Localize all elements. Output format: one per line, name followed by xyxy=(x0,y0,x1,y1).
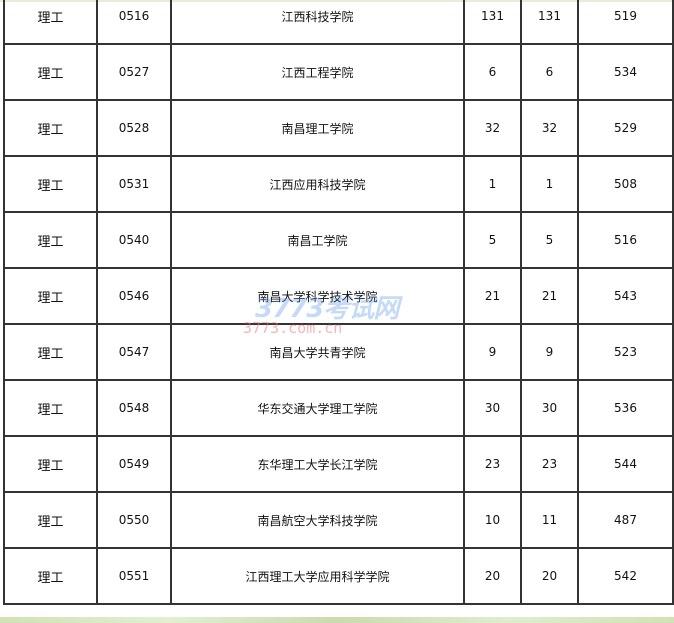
cell-planned: 1 xyxy=(463,155,522,213)
table-row: 理工 0527 江西工程学院 6 6 534 xyxy=(3,43,674,101)
cell-category: 理工 xyxy=(3,211,98,269)
cell-school: 东华理工大学长江学院 xyxy=(170,435,465,493)
cell-category: 理工 xyxy=(3,323,98,381)
cell-planned: 32 xyxy=(463,99,522,157)
table-row: 理工 0550 南昌航空大学科技学院 10 11 487 xyxy=(3,491,674,549)
cell-min-score: 516 xyxy=(577,211,674,269)
cell-planned: 9 xyxy=(463,323,522,381)
cell-school: 南昌大学共青学院 xyxy=(170,323,465,381)
table-row: 理工 0548 华东交通大学理工学院 30 30 536 xyxy=(3,379,674,437)
cell-admitted: 131 xyxy=(520,0,579,45)
table-row: 理工 0549 东华理工大学长江学院 23 23 544 xyxy=(3,435,674,493)
cell-planned: 131 xyxy=(463,0,522,45)
cell-school: 南昌大学科学技术学院 xyxy=(170,267,465,325)
cell-admitted: 32 xyxy=(520,99,579,157)
table-row: 理工 0531 江西应用科技学院 1 1 508 xyxy=(3,155,674,213)
table-row: 理工 0528 南昌理工学院 32 32 529 xyxy=(3,99,674,157)
cell-min-score: 543 xyxy=(577,267,674,325)
cell-admitted: 11 xyxy=(520,491,579,549)
cell-min-score: 508 xyxy=(577,155,674,213)
cell-admitted: 23 xyxy=(520,435,579,493)
cell-admitted: 6 xyxy=(520,43,579,101)
cell-admitted: 1 xyxy=(520,155,579,213)
bottom-strip xyxy=(0,617,674,623)
cell-admitted: 21 xyxy=(520,267,579,325)
cell-min-score: 544 xyxy=(577,435,674,493)
cell-min-score: 542 xyxy=(577,547,674,605)
cell-code: 0550 xyxy=(96,491,172,549)
cell-school: 江西应用科技学院 xyxy=(170,155,465,213)
cell-min-score: 519 xyxy=(577,0,674,45)
cell-planned: 5 xyxy=(463,211,522,269)
cell-code: 0551 xyxy=(96,547,172,605)
cell-planned: 21 xyxy=(463,267,522,325)
cell-category: 理工 xyxy=(3,0,98,45)
cell-min-score: 529 xyxy=(577,99,674,157)
table-row: 理工 0540 南昌工学院 5 5 516 xyxy=(3,211,674,269)
table-row: 理工 0546 南昌大学科学技术学院 21 21 543 xyxy=(3,267,674,325)
cell-category: 理工 xyxy=(3,43,98,101)
cell-planned: 30 xyxy=(463,379,522,437)
table-row: 理工 0551 江西理工大学应用科学学院 20 20 542 xyxy=(3,547,674,605)
cell-school: 南昌航空大学科技学院 xyxy=(170,491,465,549)
cell-code: 0540 xyxy=(96,211,172,269)
cell-min-score: 536 xyxy=(577,379,674,437)
cell-code: 0548 xyxy=(96,379,172,437)
cell-code: 0531 xyxy=(96,155,172,213)
cell-planned: 6 xyxy=(463,43,522,101)
cell-school: 江西科技学院 xyxy=(170,0,465,45)
cell-category: 理工 xyxy=(3,547,98,605)
cell-school: 南昌理工学院 xyxy=(170,99,465,157)
cell-admitted: 9 xyxy=(520,323,579,381)
cell-min-score: 523 xyxy=(577,323,674,381)
cell-code: 0528 xyxy=(96,99,172,157)
table-row: 理工 0516 江西科技学院 131 131 519 xyxy=(3,0,674,45)
cell-category: 理工 xyxy=(3,435,98,493)
cell-school: 华东交通大学理工学院 xyxy=(170,379,465,437)
cell-code: 0516 xyxy=(96,0,172,45)
cell-code: 0527 xyxy=(96,43,172,101)
cell-admitted: 5 xyxy=(520,211,579,269)
admission-table: 理工 0516 江西科技学院 131 131 519 理工 0527 江西工程学院 6 6 534 理工… xyxy=(3,0,674,605)
cell-school: 江西理工大学应用科学学院 xyxy=(170,547,465,605)
cell-admitted: 20 xyxy=(520,547,579,605)
cell-min-score: 534 xyxy=(577,43,674,101)
cell-admitted: 30 xyxy=(520,379,579,437)
cell-planned: 10 xyxy=(463,491,522,549)
cell-code: 0547 xyxy=(96,323,172,381)
cell-category: 理工 xyxy=(3,155,98,213)
cell-school: 南昌工学院 xyxy=(170,211,465,269)
cell-category: 理工 xyxy=(3,267,98,325)
cell-category: 理工 xyxy=(3,99,98,157)
cell-code: 0546 xyxy=(96,267,172,325)
cell-category: 理工 xyxy=(3,379,98,437)
table-row: 理工 0547 南昌大学共青学院 9 9 523 xyxy=(3,323,674,381)
cell-code: 0549 xyxy=(96,435,172,493)
cell-min-score: 487 xyxy=(577,491,674,549)
cell-planned: 20 xyxy=(463,547,522,605)
cell-planned: 23 xyxy=(463,435,522,493)
cell-school: 江西工程学院 xyxy=(170,43,465,101)
cell-category: 理工 xyxy=(3,491,98,549)
